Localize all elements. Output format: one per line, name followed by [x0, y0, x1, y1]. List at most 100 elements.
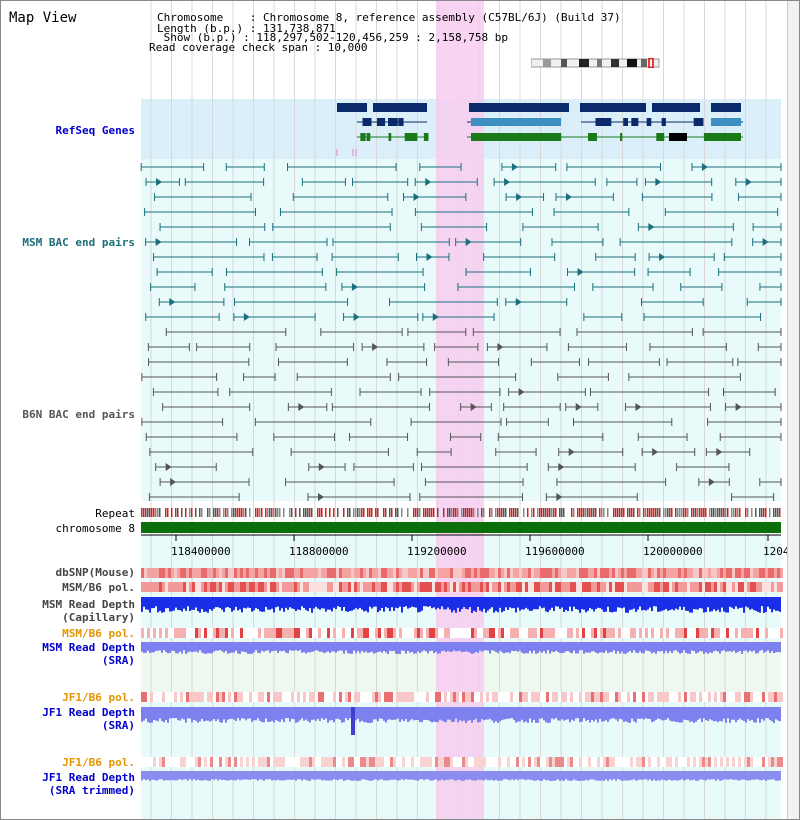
- depth-bar: [171, 597, 173, 612]
- repeat-mark: [451, 508, 453, 517]
- heat-cell: [435, 582, 438, 592]
- heat-cell: [609, 757, 612, 767]
- heat-cell: [489, 628, 492, 638]
- heat-cell: [612, 757, 615, 767]
- heat-cell: [609, 628, 612, 638]
- repeat-mark: [213, 508, 215, 517]
- depth-bar: [519, 642, 521, 651]
- depth-bar: [773, 771, 775, 780]
- heat-cell: [471, 568, 474, 578]
- repeat-mark: [401, 508, 403, 517]
- depth-bar: [219, 597, 221, 608]
- heat-cell: [447, 568, 450, 578]
- heat-cell: [681, 757, 684, 767]
- heat-cell: [552, 582, 555, 592]
- depth-bar: [607, 597, 609, 607]
- depth-bar: [207, 707, 209, 721]
- heat-cell: [639, 582, 642, 592]
- depth-bar: [703, 707, 705, 719]
- heat-cell: [336, 568, 339, 578]
- msm-bac-arrow: [511, 163, 518, 171]
- track-label-msm-b6-pol-sra[interactable]: MSM/B6 pol.: [62, 627, 135, 640]
- depth-bar: [235, 642, 237, 651]
- depth-bar: [563, 597, 565, 612]
- msm-bac-arrow: [515, 298, 522, 306]
- depth-bar: [555, 771, 557, 781]
- depth-bar: [459, 707, 461, 721]
- heat-cell: [360, 692, 363, 702]
- heat-cell: [315, 568, 318, 578]
- heat-cell: [177, 628, 180, 638]
- track-label-jf1-b6-pol[interactable]: JF1/B6 pol.: [62, 691, 135, 704]
- depth-bar: [481, 771, 483, 780]
- track-label-jf1-b6-pol-trim[interactable]: JF1/B6 pol.: [62, 756, 135, 769]
- depth-bar: [165, 707, 167, 721]
- depth-bar: [533, 771, 535, 781]
- heat-cell: [528, 757, 531, 767]
- heat-cell: [531, 568, 534, 578]
- heat-cell: [363, 582, 366, 592]
- depth-bar: [599, 597, 601, 609]
- heat-cell: [633, 568, 636, 578]
- heat-cell: [546, 582, 549, 592]
- depth-bar: [399, 597, 401, 607]
- track-label-dbsnp[interactable]: dbSNP(Mouse): [55, 566, 135, 579]
- heat-cell: [327, 692, 330, 702]
- track-label-msm-read-depth[interactable]: MSM Read Depth: [42, 598, 135, 611]
- heat-cell: [345, 692, 348, 702]
- heat-cell: [375, 568, 378, 578]
- depth-bar: [227, 597, 229, 607]
- heat-cell: [492, 582, 495, 592]
- track-label-msm-read-depth-sra[interactable]: MSM Read Depth: [42, 641, 135, 654]
- vertical-scrollbar[interactable]: [787, 1, 799, 819]
- heat-cell: [738, 692, 741, 702]
- depth-bar: [367, 642, 369, 654]
- track-label-refseq[interactable]: RefSeq Genes: [55, 124, 135, 137]
- depth-bar: [491, 707, 493, 721]
- heat-cell: [393, 568, 396, 578]
- depth-bar: [197, 597, 199, 612]
- heat-cell: [747, 568, 750, 578]
- heat-cell: [450, 692, 453, 702]
- repeat-mark: [685, 508, 687, 517]
- depth-bar: [621, 771, 623, 781]
- depth-bar: [597, 642, 599, 654]
- depth-bar: [567, 642, 569, 651]
- depth-bar: [485, 771, 487, 780]
- track-label-b6n-bac[interactable]: B6N BAC end pairs: [22, 408, 135, 421]
- depth-bar: [717, 771, 719, 780]
- track-label-msm-bac[interactable]: MSM BAC end pairs: [22, 236, 135, 249]
- heat-cell: [606, 757, 609, 767]
- heat-cell: [588, 692, 591, 702]
- heat-cell: [306, 568, 309, 578]
- heat-cell: [483, 582, 486, 592]
- depth-bar: [353, 597, 355, 610]
- depth-bar: [437, 642, 439, 654]
- track-label-jf1-read-depth-trim[interactable]: JF1 Read Depth: [42, 771, 135, 784]
- depth-bar: [569, 771, 571, 781]
- depth-bar: [489, 771, 491, 781]
- depth-bar: [391, 597, 393, 608]
- depth-bar: [261, 642, 263, 651]
- depth-bar: [479, 771, 481, 780]
- track-label-msm-b6-pol[interactable]: MSM/B6 pol.: [62, 581, 135, 594]
- depth-bar: [431, 707, 433, 723]
- depth-bar: [399, 707, 401, 722]
- heat-cell: [531, 628, 534, 638]
- depth-bar: [257, 771, 259, 781]
- repeat-mark: [455, 508, 457, 517]
- depth-bar: [369, 707, 371, 723]
- track-label-jf1-read-depth[interactable]: JF1 Read Depth: [42, 706, 135, 719]
- track-label-repeat[interactable]: Repeat: [95, 507, 135, 520]
- depth-bar: [531, 597, 533, 611]
- heat-cell: [510, 628, 513, 638]
- chromosome-ideogram[interactable]: [530, 53, 661, 69]
- depth-bar: [579, 771, 581, 781]
- heat-cell: [186, 757, 189, 767]
- heat-cell: [582, 692, 585, 702]
- heat-cell: [711, 692, 714, 702]
- depth-bar: [289, 707, 291, 722]
- repeat-mark: [537, 508, 539, 517]
- depth-bar: [261, 597, 263, 612]
- heat-cell: [621, 568, 624, 578]
